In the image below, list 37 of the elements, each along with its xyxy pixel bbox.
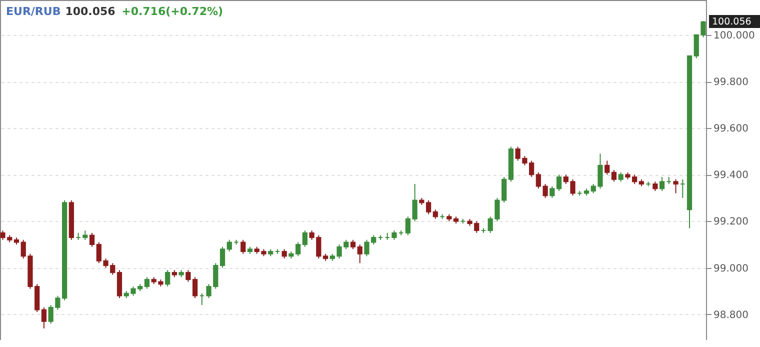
candlestick bbox=[41, 306, 47, 329]
candlestick bbox=[186, 270, 191, 282]
chart-title: EUR/RUB bbox=[6, 5, 61, 18]
y-tick-label: 99.200 bbox=[714, 216, 748, 228]
annotation: +0.716(+0.72%) bbox=[122, 5, 224, 18]
candlestick bbox=[240, 239, 246, 254]
candlestick bbox=[302, 230, 308, 248]
y-tick-label: 99.800 bbox=[714, 77, 748, 88]
y-tick-label: 100.000 bbox=[714, 30, 755, 42]
candlestick bbox=[604, 160, 610, 176]
candlestick bbox=[673, 178, 678, 194]
y-tick-label: 98.800 bbox=[714, 310, 748, 321]
candlestick bbox=[226, 239, 232, 252]
candlestick bbox=[165, 270, 170, 287]
y-tick-label: 99.400 bbox=[714, 170, 748, 182]
candlestick bbox=[426, 200, 432, 215]
candlestick bbox=[618, 172, 624, 182]
candlestick bbox=[652, 181, 658, 192]
annotation: 100.056 bbox=[65, 5, 116, 18]
candlestick bbox=[116, 270, 122, 299]
candlestick bbox=[350, 239, 356, 250]
candlestick bbox=[82, 230, 88, 240]
y-tick-label: 99.000 bbox=[714, 263, 748, 274]
candlestick bbox=[611, 170, 617, 182]
candlestick bbox=[556, 174, 562, 192]
candlestick bbox=[392, 230, 397, 240]
candlestick bbox=[282, 248, 287, 259]
candlestick bbox=[659, 176, 665, 192]
y-tick-label: 99.600 bbox=[714, 124, 748, 135]
candlestick bbox=[550, 186, 555, 198]
candlestick bbox=[432, 209, 438, 220]
candlestick bbox=[89, 232, 95, 248]
candlestick bbox=[220, 246, 226, 268]
candlestick bbox=[192, 276, 198, 299]
text: 100.056 bbox=[712, 16, 752, 28]
candlestick bbox=[357, 244, 362, 264]
candlestick bbox=[144, 276, 150, 290]
